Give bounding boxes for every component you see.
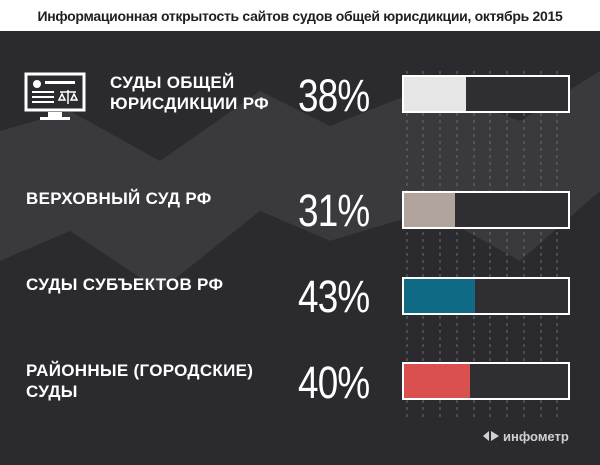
value-label: 38%: [298, 70, 370, 121]
bar-track: [402, 75, 570, 113]
category-label: РАЙОННЫЕ (ГОРОДСКИЕ) СУДЫ: [26, 361, 254, 401]
infometr-logo-icon: [483, 431, 499, 441]
value-label: 40%: [298, 357, 370, 408]
bar-track: [402, 191, 570, 229]
court-computer-icon: [24, 72, 86, 120]
chart-title: Информационная открытость сайтов судов о…: [0, 0, 600, 31]
category-label: СУДЫ ОБЩЕЙ ЮРИСДИКЦИИ РФ: [110, 73, 269, 113]
bar-track: [402, 362, 570, 400]
value-label: 31%: [298, 185, 370, 236]
bar: [404, 364, 470, 398]
bar: [404, 77, 467, 111]
brand-logo: инфометр: [482, 428, 569, 444]
bar: [404, 193, 455, 227]
value-label: 43%: [298, 271, 370, 322]
brand-name: инфометр: [503, 428, 569, 444]
category-label: СУДЫ СУБЪЕКТОВ РФ: [26, 275, 224, 294]
bar-track: [402, 277, 570, 315]
category-label: ВЕРХОВНЫЙ СУД РФ: [26, 189, 212, 208]
bar: [404, 279, 475, 313]
